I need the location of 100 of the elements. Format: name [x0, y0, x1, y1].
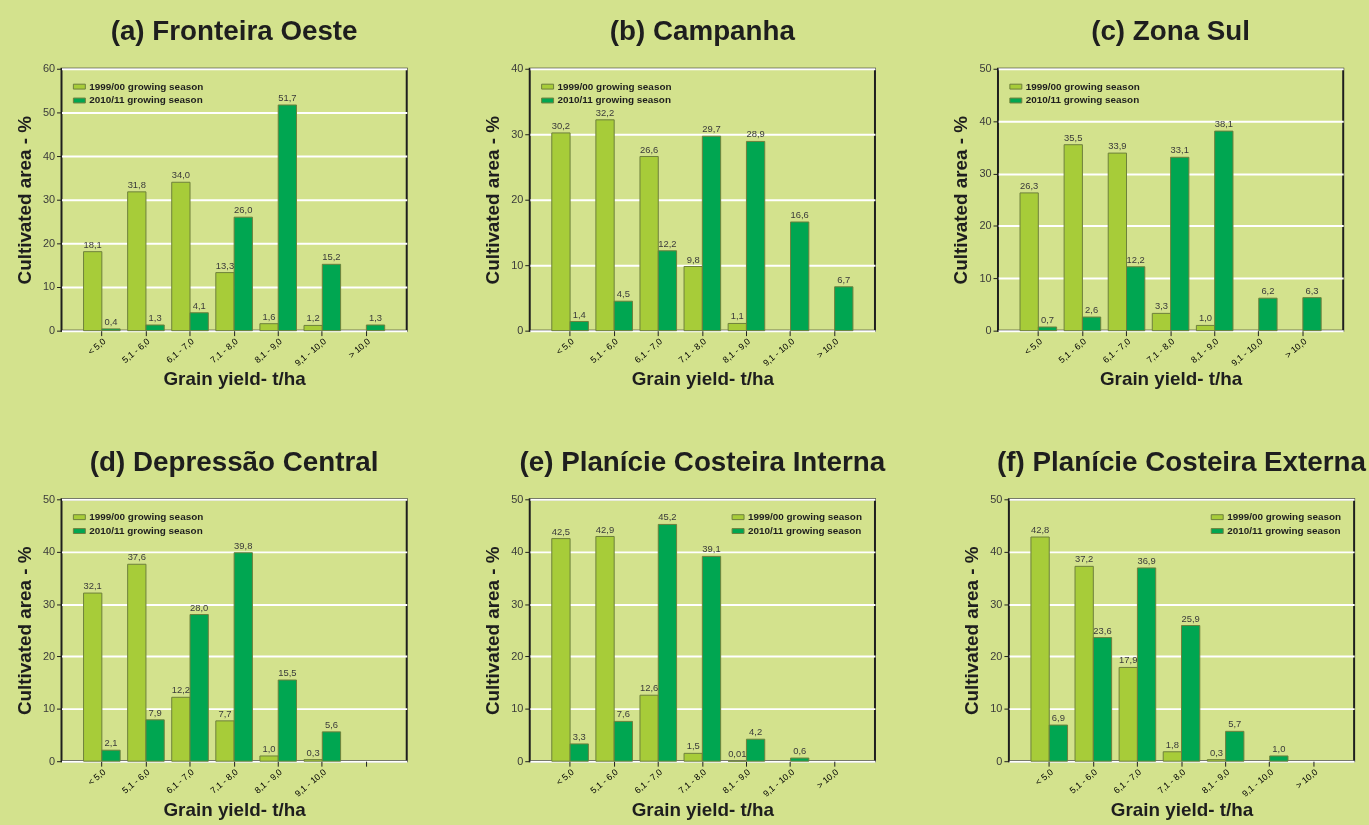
data-label: 2,1	[104, 737, 118, 749]
data-label: 15,2	[322, 251, 341, 263]
data-label: 6,7	[837, 273, 851, 285]
chart-title: (f) Planície Costeira Externa	[997, 445, 1367, 477]
x-tick-label: > 10,0	[1293, 766, 1320, 791]
x-tick-label: 6,1 - 7,0	[1111, 766, 1144, 796]
x-tick-label: < 5,0	[554, 336, 576, 357]
x-tick-label: 9,1 - 10,0	[1240, 766, 1276, 799]
data-label: 39,1	[702, 543, 721, 555]
data-label: 33,9	[1108, 140, 1127, 152]
data-label: 12,2	[1126, 253, 1145, 265]
x-tick-label: 8,1 - 9,0	[252, 766, 284, 796]
data-label: 29,7	[702, 123, 721, 135]
x-tick-label: 5,1 - 6,0	[1056, 336, 1089, 365]
y-tick-label: 50	[990, 492, 1003, 505]
x-tick-label: 5,1 - 6,0	[120, 766, 152, 796]
x-tick-label: 6,1 - 7,0	[632, 766, 665, 796]
data-label: 28,9	[746, 128, 765, 140]
data-label: 23,6	[1093, 624, 1112, 636]
y-axis-title: Cultivated area - %	[14, 115, 36, 285]
y-tick-label: 20	[511, 193, 524, 206]
data-label: 4,2	[749, 726, 763, 738]
legend-label: 1999/00 growing season	[1025, 80, 1140, 92]
y-tick-label: 40	[979, 114, 992, 127]
data-label: 7,7	[218, 707, 232, 719]
data-label: 2,6	[1085, 304, 1099, 316]
x-tick-label: < 5,0	[1022, 336, 1045, 357]
data-label: 3,3	[572, 730, 586, 742]
x-axis-title: Grain yield- t/ha	[631, 798, 775, 820]
data-label: 26,0	[234, 204, 253, 216]
data-label: 37,6	[127, 551, 146, 563]
x-tick-label: > 10,0	[346, 336, 373, 361]
chart-title: (e) Planície Costeira Interna	[519, 445, 886, 477]
legend-label: 2010/11 growing season	[1227, 525, 1341, 537]
data-label: 42,8	[1030, 524, 1050, 536]
x-axis-title: Grain yield- t/ha	[1110, 798, 1254, 820]
x-tick-label: 7,1 - 8,0	[208, 766, 240, 796]
x-axis-title: Grain yield- t/ha	[163, 798, 307, 820]
legend-label: 2010/11 growing season	[89, 525, 203, 537]
legend-label: 1999/00 growing season	[89, 511, 204, 523]
data-label: 1,0	[262, 743, 276, 754]
data-label: 0,6	[793, 745, 807, 757]
data-label: 26,6	[639, 143, 659, 155]
x-tick-label: > 10,0	[814, 766, 841, 791]
x-tick-label: 5,1 - 6,0	[120, 336, 152, 365]
y-tick-label: 0	[517, 754, 524, 767]
legend-label: 1999/00 growing season	[89, 80, 204, 92]
data-label: 5,6	[324, 718, 338, 730]
bar	[1269, 755, 1289, 762]
data-label: 7,9	[148, 706, 162, 718]
y-tick-label: 20	[42, 649, 56, 662]
x-tick-label: < 5,0	[85, 336, 108, 357]
y-axis-title: Cultivated area - %	[950, 115, 972, 285]
chart-title: (c) Zona Sul	[1091, 15, 1251, 46]
x-tick-label: < 5,0	[1033, 766, 1056, 788]
data-label: 7,6	[616, 708, 630, 720]
y-tick-label: 40	[42, 545, 56, 558]
data-label: 45,2	[658, 511, 677, 523]
x-tick-label: 8,1 - 9,0	[720, 766, 753, 796]
data-label: 1,6	[262, 310, 276, 322]
y-tick-label: 10	[511, 258, 524, 271]
data-label: 3,3	[1154, 300, 1168, 312]
x-tick-label: 8,1 - 9,0	[252, 336, 284, 365]
x-tick-label: 7,1 - 8,0	[1155, 766, 1188, 796]
y-tick-label: 0	[985, 324, 992, 337]
y-tick-label: 0	[996, 754, 1003, 767]
legend-label: 2010/11 growing season	[557, 94, 671, 106]
x-tick-label: 7,1 - 8,0	[208, 336, 240, 365]
data-label: 1,0	[1272, 743, 1286, 754]
y-tick-label: 0	[48, 324, 56, 337]
data-label: 32,1	[83, 580, 102, 592]
y-tick-label: 30	[42, 597, 56, 610]
data-label: 0,3	[1209, 746, 1223, 758]
y-tick-label: 30	[42, 193, 56, 206]
data-label: 5,7	[1228, 718, 1242, 730]
chart-title: (b) Campanha	[609, 15, 796, 46]
y-tick-label: 10	[979, 271, 992, 284]
legend-label: 2010/11 growing season	[1025, 94, 1140, 106]
data-label: 42,9	[595, 523, 615, 535]
x-tick-label: 9,1 - 10,0	[292, 336, 329, 369]
y-tick-label: 10	[42, 702, 56, 715]
data-label: 32,2	[595, 106, 615, 118]
legend-label: 1999/00 growing season	[557, 80, 672, 92]
bar	[790, 221, 810, 332]
data-label: 4,5	[616, 288, 630, 300]
data-label: 12,2	[658, 237, 677, 249]
legend-label: 2010/11 growing season	[747, 525, 862, 537]
data-label: 1,4	[572, 308, 586, 320]
y-tick-label: 50	[979, 62, 992, 75]
data-label: 1,1	[730, 310, 744, 322]
data-label: 4,1	[192, 299, 206, 311]
x-tick-label: > 10,0	[1283, 336, 1309, 361]
bar	[834, 286, 854, 332]
data-label: 1,3	[369, 312, 383, 324]
y-tick-label: 50	[42, 492, 56, 505]
data-label: 13,3	[215, 259, 235, 271]
x-tick-label: 7,1 - 8,0	[676, 336, 709, 365]
x-tick-label: < 5,0	[554, 766, 576, 788]
y-axis-title: Cultivated area - %	[482, 115, 504, 285]
x-axis-title: Grain yield- t/ha	[163, 368, 307, 390]
